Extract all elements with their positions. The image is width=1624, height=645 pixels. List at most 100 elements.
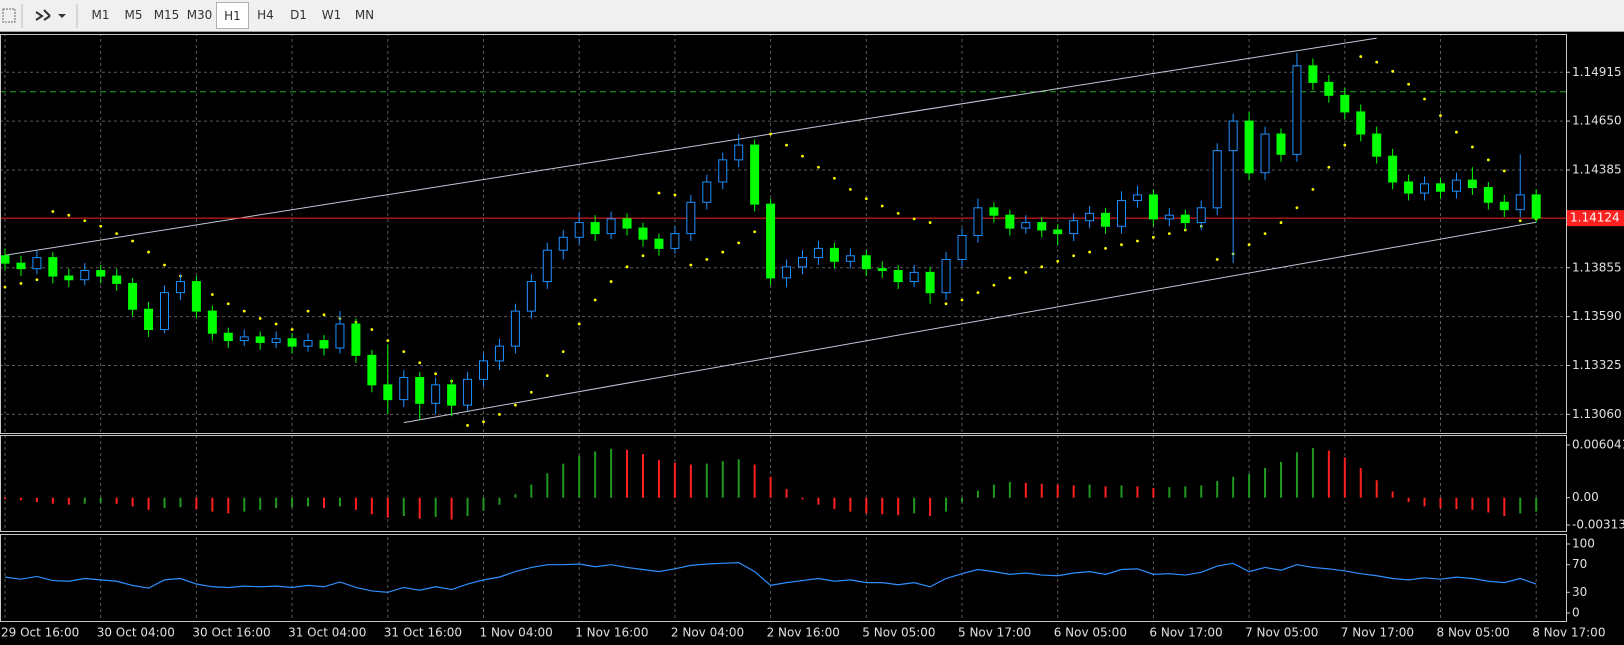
timeframe-button[interactable]: MN [354,8,375,22]
sar-dot [1263,232,1267,236]
timeframe-button[interactable]: H1 [216,2,249,29]
sar-dot [306,309,310,313]
candle-body [1420,183,1430,194]
candle-body [1069,220,1079,235]
sar-dot [880,204,884,208]
candle-body [335,323,345,349]
candle-body [1308,65,1318,83]
chart: 29 Oct 16:00 30 Oct 04:00 30 Oct 16:00 31 O… [0,33,1624,645]
candle-body [399,376,409,401]
candle-body [606,218,616,235]
sar-dot [848,187,852,191]
candle-body [766,203,776,279]
candle-body [829,247,839,262]
sar-dot [577,322,581,326]
sar-dot [992,283,996,287]
candle-body [1324,81,1334,96]
sar-dot [657,191,661,195]
candle-body [957,234,967,260]
timeframe-button[interactable]: M15 [153,8,180,22]
sar-dot [817,165,820,169]
candle-body [447,384,457,406]
y-tick-label: 0.006041 [1572,437,1624,451]
candle-body [0,255,10,264]
x-tick-label: 31 Oct 16:00 [384,626,462,640]
sar-dot [561,350,565,354]
candle-body [526,281,536,312]
candle-body [973,207,983,236]
sar-dot [402,350,406,354]
candle-body [463,378,473,406]
candle-body [861,255,871,270]
y-tick-label: 1.14650 [1572,114,1622,128]
timeframe-button[interactable]: M1 [91,8,110,22]
x-tick-label: 31 Oct 04:00 [288,626,366,640]
candle-body [1005,214,1015,229]
candle-body [223,332,233,342]
candle-body [590,222,600,235]
candle-body [686,201,696,235]
sar-dot [705,258,709,261]
x-tick-label: 30 Oct 04:00 [97,626,175,640]
sar-dot [51,210,55,213]
sar-dot [434,372,438,376]
candle-body [670,233,680,249]
x-tick-label: 6 Nov 05:00 [1054,626,1127,640]
rsi-panel [4,535,1537,621]
candle-body [351,323,361,356]
sar-dot [19,282,23,285]
sar-dot [1471,145,1474,149]
candle-body [144,308,154,331]
sar-dot [210,293,214,296]
candle-body [1164,214,1174,220]
x-tick-label: 2 Nov 04:00 [671,626,744,640]
sar-dot [386,339,390,343]
timeframe-button[interactable]: W1 [321,8,342,22]
sar-dot [801,154,804,158]
sar-dot [833,176,836,180]
x-tick-label: 2 Nov 16:00 [767,626,840,640]
sar-dot [163,263,166,267]
y-tick-label: -0.003139 [1572,518,1624,532]
trendline [4,37,1377,256]
candle-body [287,338,297,347]
y-tick-label: 1.13590 [1572,309,1622,323]
sar-dot [960,298,964,302]
sar-dot [99,224,103,228]
sar-dot [3,285,7,289]
sar-dot [641,254,645,258]
candle-body [415,376,425,404]
y-tick-label: 1.13325 [1572,358,1622,372]
candle-body [798,257,807,268]
sar-dot [274,322,278,326]
sar-dot [1247,243,1251,247]
candle-body [1292,65,1302,155]
sar-dot [1072,254,1076,258]
oscillator-panel [4,436,1538,531]
sar-dot [785,143,788,147]
candle-body [1483,187,1493,203]
sar-dot [944,302,948,306]
candle-body [1451,179,1461,192]
timeframe-button[interactable]: M30 [186,8,213,22]
sar-dot [753,230,757,234]
candle-body [574,222,584,238]
candle-body [1244,120,1254,174]
candle-body [319,340,329,349]
candle-body [271,338,281,343]
sar-dot [1152,235,1155,239]
candle-body [1467,179,1477,189]
timeframe-button[interactable]: H4 [257,8,274,22]
timeframe-button[interactable]: D1 [290,8,307,22]
y-tick-label: 70 [1572,557,1587,571]
sar-dot [976,291,980,295]
sar-dot [1343,143,1347,147]
sar-dot [1088,250,1091,254]
sar-dot [769,132,772,136]
timeframe-button[interactable]: M5 [124,8,143,22]
candle-body [893,270,903,283]
candle-body [1148,194,1158,220]
y-tick-label: 0 [1572,606,1580,620]
sar-dot [1486,158,1490,162]
